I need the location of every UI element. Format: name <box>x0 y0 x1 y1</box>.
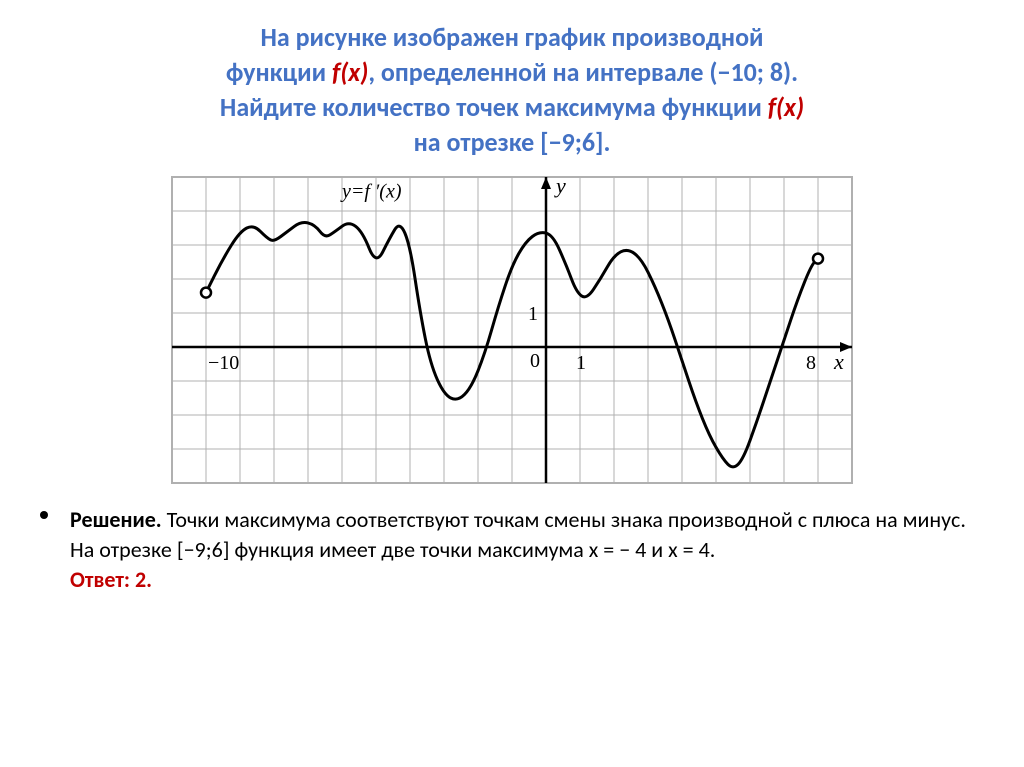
title-line3a: Найдите количество точек максимума функц… <box>220 91 768 123</box>
chart-container: −10 1 8 0 1 x y y=f ′(x) <box>40 175 984 485</box>
svg-text:y: y <box>554 175 566 198</box>
svg-text:y=f ′(x): y=f ′(x) <box>340 181 402 203</box>
title-fx2: f(x) <box>768 91 804 123</box>
solution-block: Решение. Точки максимума соответствуют т… <box>40 505 984 594</box>
solution-text2: x = − 4 и x = 4. <box>589 536 716 563</box>
solution-label: Решение. <box>70 506 162 533</box>
svg-text:8: 8 <box>806 352 816 374</box>
solution-answer: Ответ: 2. <box>70 566 152 593</box>
bullet-icon <box>40 511 48 519</box>
title-line4: на отрезке [−9;6]. <box>414 126 611 158</box>
svg-text:1: 1 <box>576 352 586 374</box>
derivative-chart: −10 1 8 0 1 x y y=f ′(x) <box>170 175 854 485</box>
svg-text:x: x <box>833 349 844 374</box>
problem-title: На рисунке изображен график производной … <box>40 20 984 160</box>
svg-text:1: 1 <box>528 303 538 325</box>
solution-text1: Точки максимума соответствуют точкам сме… <box>70 506 966 563</box>
title-line2a: функции <box>226 56 332 88</box>
svg-text:−10: −10 <box>208 352 239 374</box>
svg-text:0: 0 <box>530 350 540 372</box>
title-line2b: , определенной на интервале (−10; 8). <box>368 56 798 88</box>
title-line1: На рисунке изображен график производной <box>260 21 763 53</box>
title-fx1: f(x) <box>332 56 368 88</box>
